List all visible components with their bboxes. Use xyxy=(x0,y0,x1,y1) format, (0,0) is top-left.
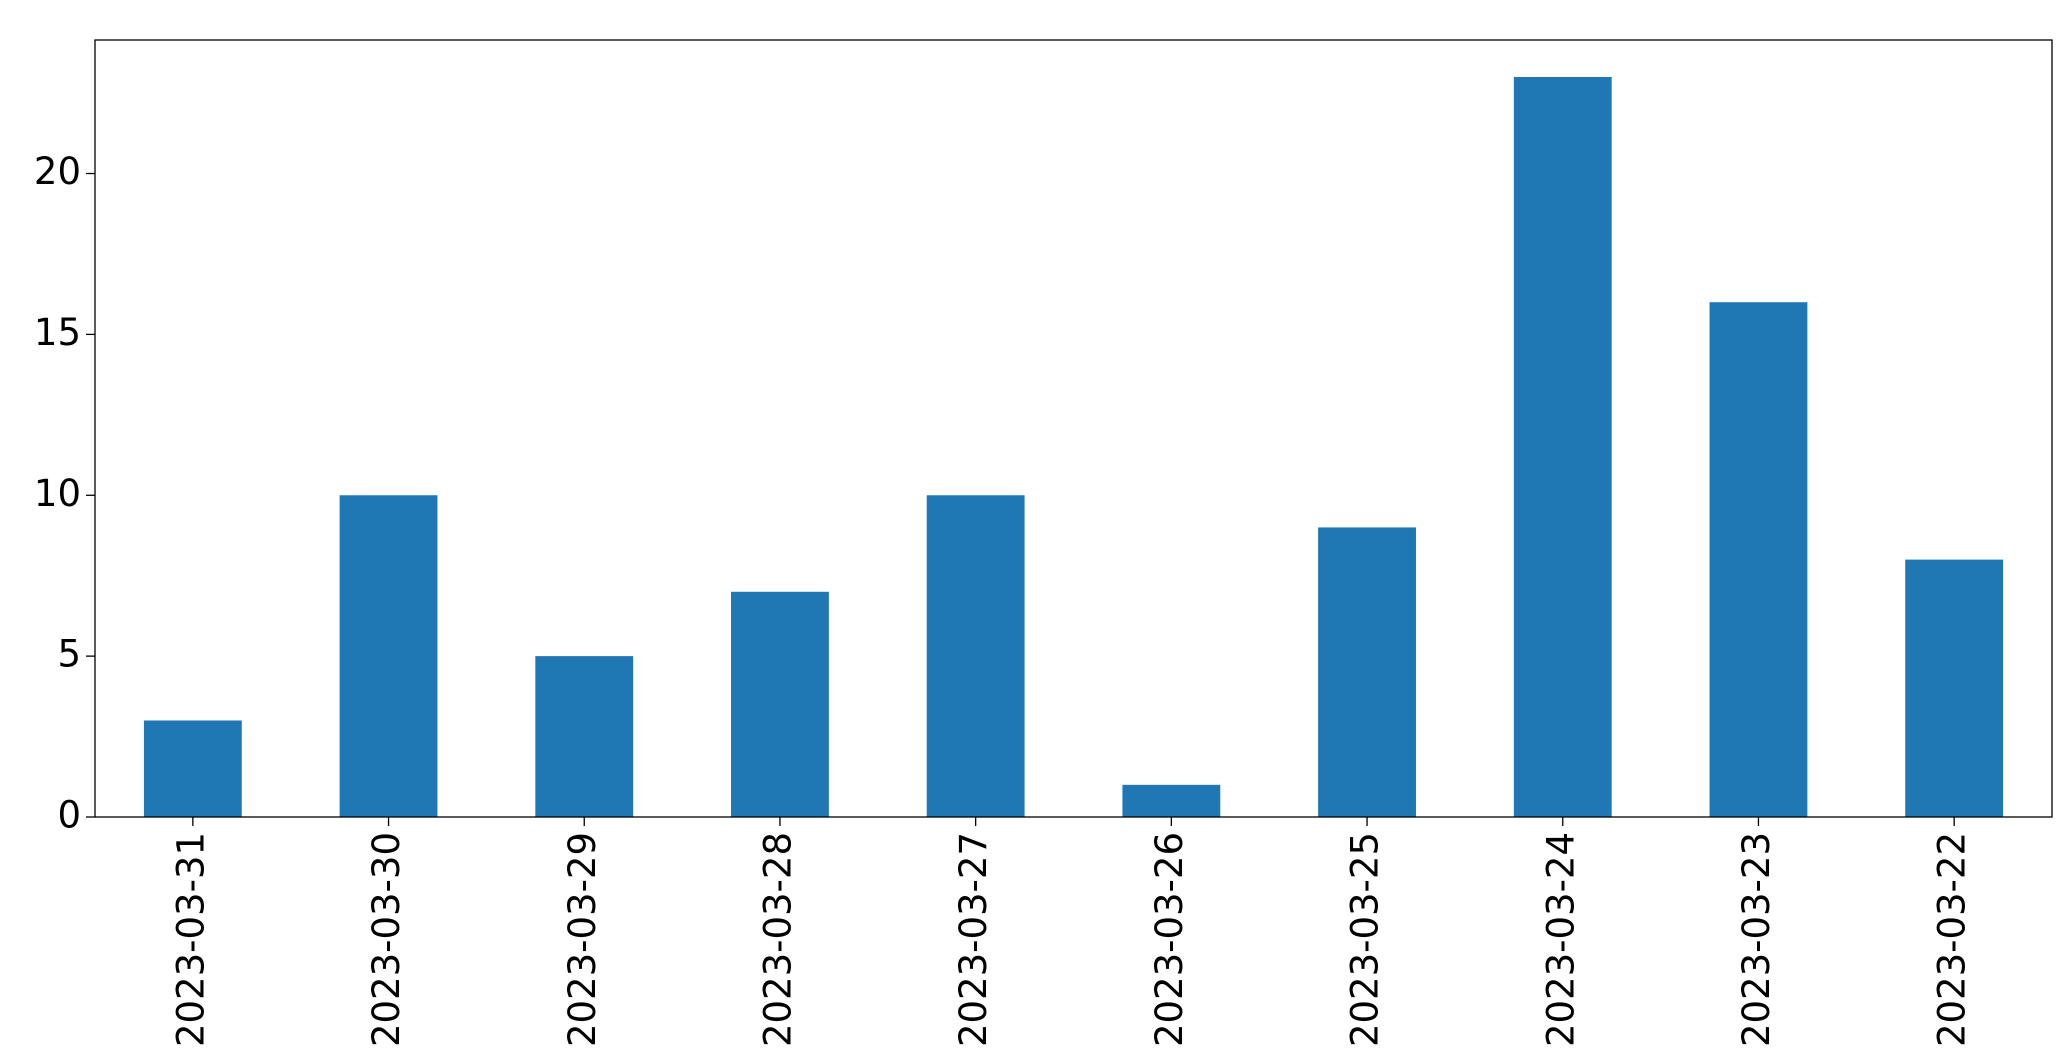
x-tick-label: 2023-03-29 xyxy=(561,832,604,1047)
x-tick-label: 2023-03-27 xyxy=(952,832,995,1047)
bar xyxy=(926,495,1025,817)
bar xyxy=(1122,784,1221,817)
x-tick-label: 2023-03-23 xyxy=(1735,832,1778,1047)
x-tick-label: 2023-03-28 xyxy=(756,832,799,1047)
plot-frame xyxy=(94,39,2053,818)
x-tick-label: 2023-03-25 xyxy=(1344,832,1387,1047)
y-tick-label: 0 xyxy=(57,794,81,837)
x-tick-label: 2023-03-31 xyxy=(169,832,212,1047)
y-tick-label: 15 xyxy=(34,311,81,354)
bar xyxy=(143,720,242,817)
bar xyxy=(1709,302,1808,817)
bar xyxy=(731,591,829,817)
x-tick-label: 2023-03-30 xyxy=(365,832,408,1047)
bar xyxy=(1905,559,2004,817)
y-tick-label: 10 xyxy=(34,472,81,515)
bar xyxy=(339,495,438,817)
x-tick-label: 2023-03-22 xyxy=(1931,832,1974,1047)
bar xyxy=(1513,77,1612,817)
x-tick-label: 2023-03-26 xyxy=(1148,832,1191,1047)
bar xyxy=(535,656,634,817)
y-tick-label: 5 xyxy=(57,633,81,676)
bar xyxy=(1318,527,1416,817)
x-tick-label: 2023-03-24 xyxy=(1539,832,1582,1047)
y-tick-label: 20 xyxy=(34,150,81,193)
